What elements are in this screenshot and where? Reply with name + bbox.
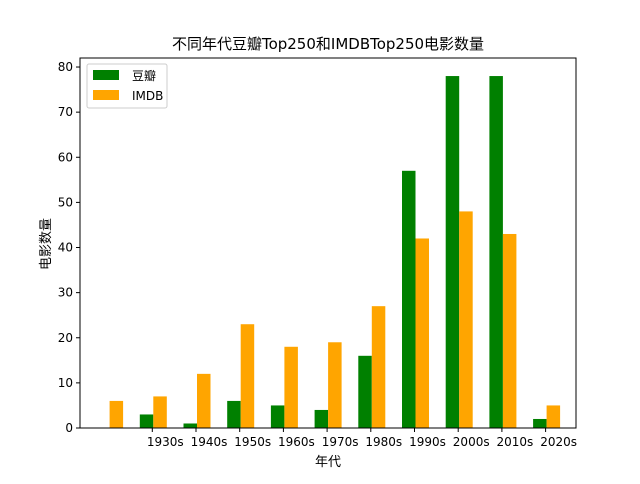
bar [459, 211, 473, 428]
x-tick-label: 2010s [497, 435, 534, 449]
y-tick-label: 70 [58, 105, 73, 119]
legend-label: IMDB [132, 89, 163, 103]
x-tick-label: 1940s [191, 435, 228, 449]
bar [197, 373, 211, 428]
legend-swatch [93, 70, 119, 80]
x-axis-title: 年代 [315, 455, 341, 470]
y-tick-label: 20 [58, 331, 73, 345]
x-tick-label: 2000s [453, 435, 490, 449]
y-tick-label: 0 [65, 421, 73, 435]
legend: 豆瓣 IMDB [86, 63, 168, 109]
y-tick-label: 40 [58, 241, 73, 255]
bar [227, 400, 241, 428]
y-tick-label: 10 [58, 376, 73, 390]
bar [183, 423, 197, 428]
bar [358, 355, 372, 428]
bar [371, 306, 386, 428]
legend-swatch [93, 90, 119, 100]
bar [445, 76, 460, 429]
x-tick-label: 1990s [409, 435, 446, 449]
bar [546, 405, 561, 428]
bar [502, 233, 517, 428]
bar [240, 324, 255, 428]
bar [402, 170, 416, 428]
chart-title: 不同年代豆瓣Top250和IMDBTop250电影数量 [172, 35, 484, 53]
bar [270, 405, 285, 428]
plot-area: 0 10 20 30 40 50 60 70 80 1930s 1940s 1950s 1960s 197… [58, 57, 577, 449]
plot-frame [79, 57, 577, 429]
y-tick-label: 50 [58, 195, 73, 209]
bar [314, 409, 329, 428]
bar [153, 396, 167, 428]
y-tick-label: 30 [58, 286, 73, 300]
x-tick-label: 1980s [365, 435, 402, 449]
x-tick-label: 1970s [322, 435, 359, 449]
bar [284, 346, 298, 428]
y-axis-title: 电影数量 [39, 218, 54, 270]
y-tick-label: 60 [58, 150, 73, 164]
x-tick-label: 2020s [540, 435, 577, 449]
bar [415, 238, 429, 428]
x-tick-label: 1950s [234, 435, 271, 449]
y-tick-label: 80 [58, 60, 73, 74]
bar [139, 414, 154, 428]
x-tick-label: 1960s [278, 435, 315, 449]
legend-label: 豆瓣 [132, 69, 156, 83]
bar [489, 76, 503, 429]
x-tick-label: 1930s [147, 435, 184, 449]
bar [109, 400, 124, 428]
bar [328, 342, 342, 428]
bar [533, 418, 547, 428]
